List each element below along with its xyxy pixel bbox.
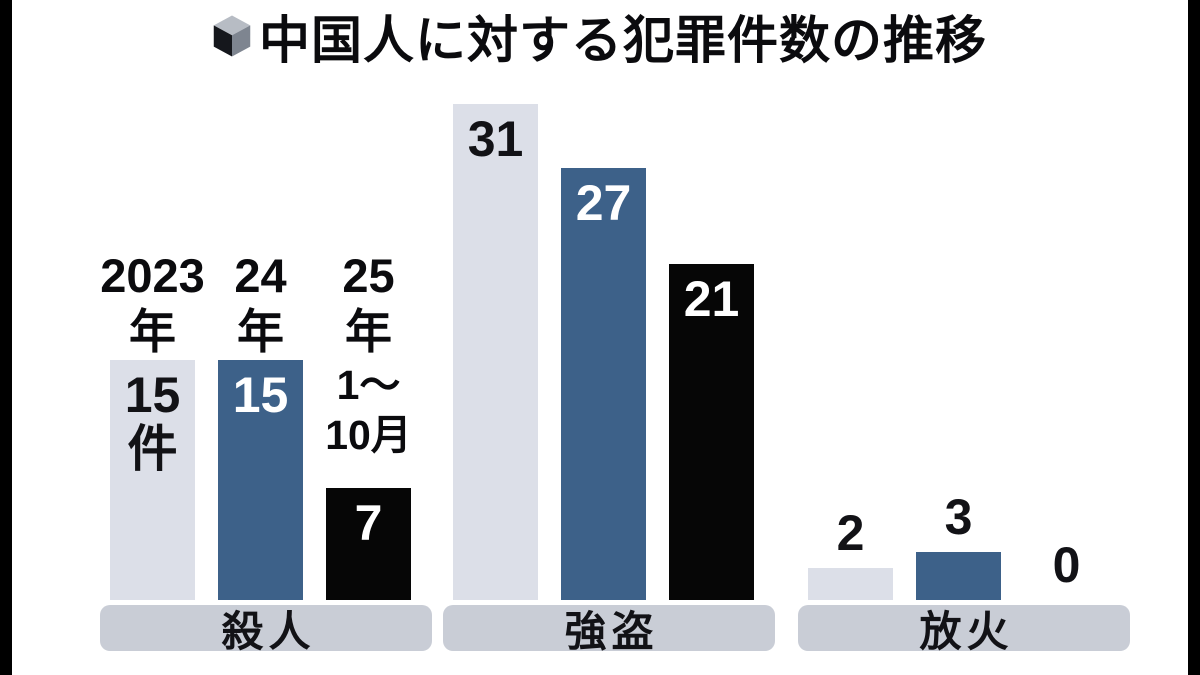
bar-murder-24 — [218, 360, 303, 600]
category-label-murder: 殺人 — [221, 607, 316, 655]
bar-value-robbery-24: 27 — [575, 175, 632, 231]
chart-title-row: 中国人に対する犯罪件数の推移 — [0, 4, 1200, 69]
chart-title: 中国人に対する犯罪件数の推移 — [258, 12, 987, 69]
bar-value-murder-2023: 15 件 — [124, 367, 181, 477]
bar-value-arson-25: 0 — [1052, 537, 1081, 593]
year-label-25: 25 年 1〜 10月 — [325, 249, 412, 458]
year-label-24: 24 年 — [234, 249, 287, 358]
bar-value-arson-24: 3 — [944, 489, 973, 545]
bar-value-arson-2023: 2 — [836, 505, 865, 561]
category-label-robbery: 強盗 — [564, 607, 659, 655]
bar-murder-2023 — [110, 360, 195, 600]
bar-arson-2023 — [808, 568, 893, 600]
bar-value-murder-24: 15 — [232, 367, 289, 423]
category-band-arson: 放火 — [798, 605, 1130, 655]
right-letterbox-bar — [1188, 0, 1200, 675]
category-label-arson: 放火 — [919, 607, 1014, 655]
bar-robbery-24 — [561, 168, 646, 600]
bar-robbery-2023 — [453, 104, 538, 600]
bar-robbery-25 — [669, 264, 754, 600]
bar-value-robbery-2023: 31 — [467, 111, 524, 167]
left-letterbox-bar — [0, 0, 12, 675]
bar-murder-25 — [326, 488, 411, 600]
year-label-2023: 2023 年 — [100, 249, 205, 358]
bar-value-robbery-25: 21 — [683, 271, 740, 327]
bar-value-murder-25: 7 — [354, 495, 383, 551]
category-band-murder: 殺人 — [100, 605, 432, 655]
cube-icon — [213, 15, 251, 57]
category-band-robbery: 強盗 — [443, 605, 775, 655]
bar-arson-24 — [916, 552, 1001, 600]
